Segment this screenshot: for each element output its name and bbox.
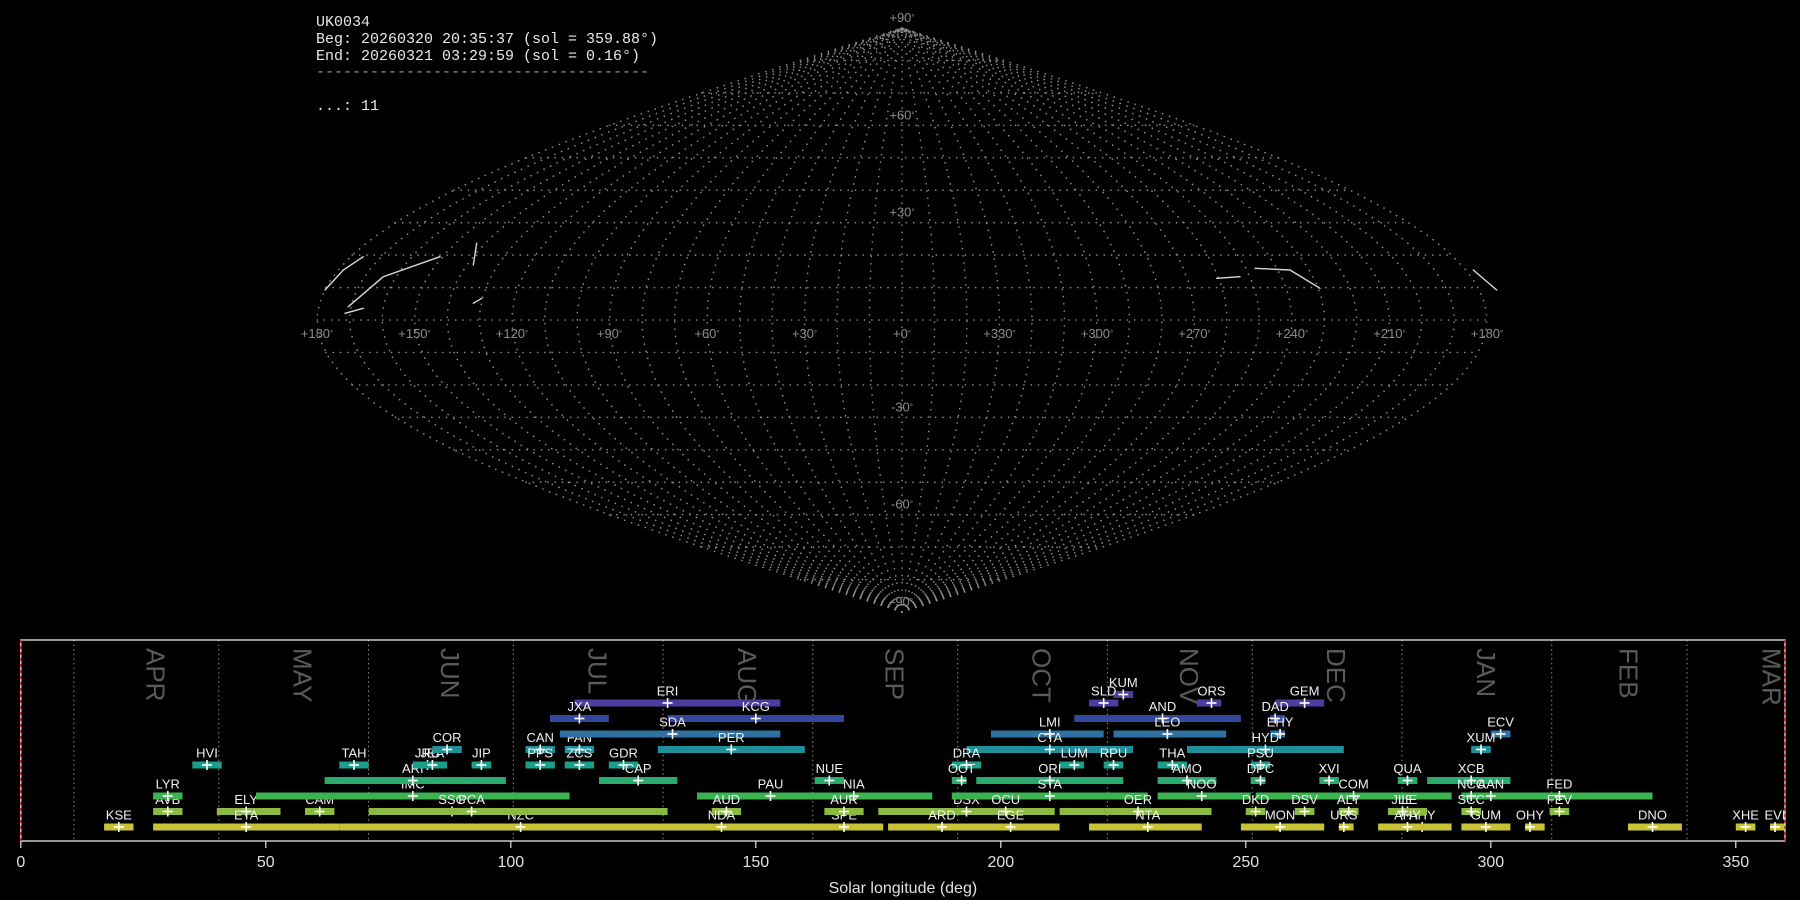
svg-text:XHE: XHE — [1732, 808, 1759, 823]
svg-text:NIA: NIA — [843, 777, 865, 792]
svg-text:URS: URS — [1330, 808, 1358, 823]
svg-text:HVI: HVI — [196, 746, 218, 761]
svg-text:DSV: DSV — [1291, 792, 1318, 807]
svg-text:PPS: PPS — [527, 746, 553, 761]
svg-text:ARD: ARD — [928, 808, 955, 823]
svg-text:OCT: OCT — [1027, 648, 1057, 703]
svg-text:MAY: MAY — [288, 648, 318, 702]
svg-text:CTA: CTA — [1037, 730, 1062, 745]
svg-text:RPU: RPU — [1100, 746, 1127, 761]
svg-text:ORS: ORS — [1197, 684, 1226, 699]
svg-text:AMO: AMO — [1172, 761, 1202, 776]
svg-text:OHY: OHY — [1516, 808, 1545, 823]
svg-text:PAU: PAU — [758, 777, 784, 792]
svg-text:JUL: JUL — [582, 648, 612, 694]
svg-text:EHY: EHY — [1267, 715, 1294, 730]
svg-text:DKD: DKD — [1242, 792, 1269, 807]
svg-text:LUM: LUM — [1061, 746, 1088, 761]
svg-text:KSE: KSE — [106, 808, 132, 823]
svg-text:CAN: CAN — [526, 730, 553, 745]
svg-text:XVI: XVI — [1319, 761, 1340, 776]
svg-text:AUD: AUD — [713, 792, 740, 807]
svg-text:ETA: ETA — [234, 808, 259, 823]
svg-text:SEP: SEP — [879, 648, 909, 700]
svg-text:XUM: XUM — [1467, 730, 1496, 745]
svg-text:JUN: JUN — [435, 648, 465, 699]
svg-text:XCB: XCB — [1458, 761, 1485, 776]
svg-text:150: 150 — [742, 854, 769, 871]
svg-text:EGE: EGE — [997, 808, 1025, 823]
svg-text:ALY: ALY — [1337, 792, 1361, 807]
svg-text:GDR: GDR — [609, 746, 638, 761]
svg-text:DRA: DRA — [953, 746, 981, 761]
svg-text:ORI: ORI — [1038, 761, 1061, 776]
svg-text:COR: COR — [433, 730, 462, 745]
svg-text:APR: APR — [140, 648, 170, 701]
svg-text:JAN: JAN — [1471, 648, 1501, 697]
svg-text:OER: OER — [1124, 792, 1152, 807]
svg-text:COM: COM — [1338, 777, 1368, 792]
svg-text:NUE: NUE — [816, 761, 844, 776]
svg-text:ELY: ELY — [234, 792, 258, 807]
svg-text:CAP: CAP — [625, 761, 652, 776]
svg-text:350: 350 — [1722, 854, 1749, 871]
svg-text:EVI: EVI — [1765, 808, 1786, 823]
svg-text:AHY: AHY — [1394, 808, 1421, 823]
svg-text:SDA: SDA — [659, 715, 686, 730]
svg-text:NDA: NDA — [708, 808, 736, 823]
svg-text:PCA: PCA — [458, 792, 485, 807]
svg-text:DEC: DEC — [1321, 648, 1351, 703]
svg-text:250: 250 — [1232, 854, 1259, 871]
svg-text:DNO: DNO — [1638, 808, 1667, 823]
svg-text:HYD: HYD — [1252, 730, 1279, 745]
svg-text:PSU: PSU — [1247, 746, 1274, 761]
svg-text:SLD: SLD — [1091, 684, 1116, 699]
svg-text:SCC: SCC — [1457, 792, 1484, 807]
svg-text:AUR: AUR — [830, 792, 857, 807]
svg-text:OCT: OCT — [948, 761, 976, 776]
svg-text:100: 100 — [497, 854, 524, 871]
svg-text:NTA: NTA — [1135, 808, 1160, 823]
svg-text:200: 200 — [987, 854, 1014, 871]
svg-text:OCU: OCU — [991, 792, 1020, 807]
svg-text:AUG: AUG — [732, 648, 762, 704]
svg-text:GUM: GUM — [1471, 808, 1501, 823]
svg-text:DAD: DAD — [1261, 699, 1288, 714]
svg-text:JLE: JLE — [1391, 792, 1414, 807]
svg-text:MAR: MAR — [1756, 648, 1786, 706]
svg-text:QUA: QUA — [1393, 761, 1422, 776]
svg-text:ECV: ECV — [1487, 715, 1514, 730]
svg-text:ERI: ERI — [657, 684, 679, 699]
svg-text:LYR: LYR — [156, 777, 180, 792]
svg-text:NOO: NOO — [1187, 777, 1217, 792]
svg-text:MON: MON — [1265, 808, 1295, 823]
svg-text:FEB: FEB — [1613, 648, 1643, 699]
svg-text:DPC: DPC — [1247, 761, 1274, 776]
svg-text:TAH: TAH — [341, 746, 366, 761]
svg-text:THA: THA — [1159, 746, 1185, 761]
svg-text:300: 300 — [1477, 854, 1504, 871]
svg-text:GEM: GEM — [1290, 684, 1320, 699]
svg-text:0: 0 — [16, 854, 25, 871]
svg-text:FED: FED — [1546, 777, 1572, 792]
svg-text:NCC: NCC — [1457, 777, 1485, 792]
svg-text:JXA: JXA — [567, 699, 591, 714]
svg-text:FEV: FEV — [1547, 792, 1573, 807]
svg-text:KCG: KCG — [742, 699, 770, 714]
svg-text:LEO: LEO — [1154, 715, 1180, 730]
svg-text:JIP: JIP — [472, 746, 491, 761]
svg-text:PER: PER — [718, 730, 745, 745]
svg-text:STA: STA — [1038, 777, 1063, 792]
svg-text:50: 50 — [257, 854, 275, 871]
svg-text:LMI: LMI — [1039, 715, 1061, 730]
svg-text:Solar longitude (deg): Solar longitude (deg) — [829, 880, 978, 897]
svg-text:AND: AND — [1149, 699, 1176, 714]
svg-text:ZCS: ZCS — [566, 746, 592, 761]
